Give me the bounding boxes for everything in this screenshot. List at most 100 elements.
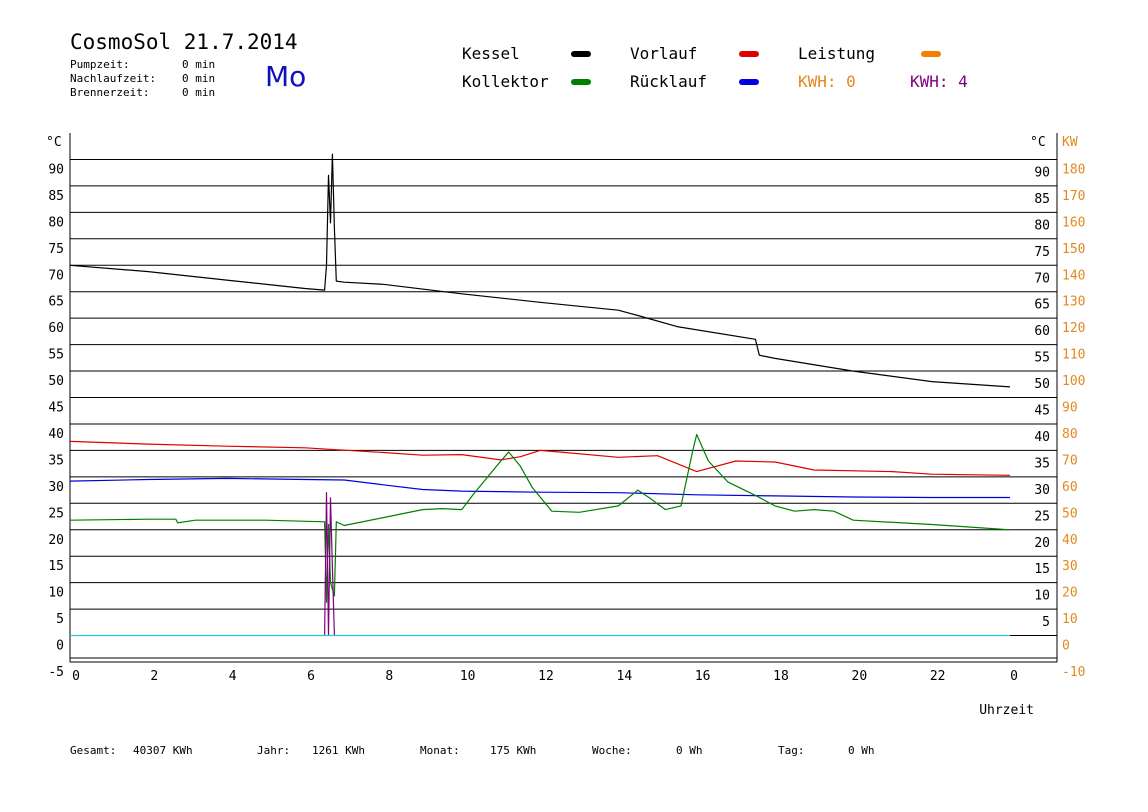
y-tick-left: 80 xyxy=(48,215,64,230)
page-title: CosmoSol 21.7.2014 xyxy=(70,30,298,54)
series-line-kessel xyxy=(69,153,1011,388)
y-tick-right: 70 xyxy=(1034,271,1050,286)
y-tick-power: 140 xyxy=(1062,268,1085,283)
x-tick: 8 xyxy=(385,669,393,684)
y-tick-right: 10 xyxy=(1034,589,1050,604)
y-tick-power: 90 xyxy=(1062,401,1078,416)
footer-woche-label: Woche: xyxy=(592,744,632,757)
footer-monat-label: Monat: xyxy=(420,744,460,757)
y-tick-power: -10 xyxy=(1062,665,1085,680)
x-tick: 22 xyxy=(930,669,946,684)
legend-kwh-total: KWH: 4 xyxy=(910,72,968,91)
x-tick: 2 xyxy=(150,669,158,684)
y-tick-left: 85 xyxy=(48,189,64,204)
y-tick-left: 25 xyxy=(48,506,64,521)
legend-kessel-label: Kessel xyxy=(462,44,520,63)
footer-gesamt-label: Gesamt: xyxy=(70,744,117,757)
legend-kwh-leistung: KWH: 0 xyxy=(798,72,856,91)
series-line-r-cklauf xyxy=(69,477,1010,499)
series-line-kollektor xyxy=(69,433,1011,603)
y-tick-power: 50 xyxy=(1062,506,1078,521)
y-tick-power: 0 xyxy=(1062,639,1070,654)
legend-kollektor-label: Kollektor xyxy=(462,72,549,91)
footer-tag-value: 0 Wh xyxy=(848,744,875,757)
y-tick-power: 160 xyxy=(1062,215,1085,230)
x-tick: 20 xyxy=(852,669,868,684)
info-nachlaufzeit-label: Nachlaufzeit: xyxy=(70,72,157,85)
x-tick: 0 xyxy=(1010,669,1018,684)
x-tick: 12 xyxy=(538,669,554,684)
y-tick-right: 55 xyxy=(1034,351,1050,366)
y-tick-right: 25 xyxy=(1034,509,1050,524)
x-tick: 14 xyxy=(617,669,633,684)
y-tick-right: 50 xyxy=(1034,377,1050,392)
legend-kollektor-swatch xyxy=(571,79,591,85)
legend-vorlauf-label: Vorlauf xyxy=(630,44,698,63)
y-axis-power-unit: KW xyxy=(1062,135,1078,150)
y-tick-power: 80 xyxy=(1062,427,1078,442)
y-tick-left: 20 xyxy=(48,533,64,548)
legend-leistung-label: Leistung xyxy=(798,44,876,63)
y-tick-right: 65 xyxy=(1034,298,1050,313)
legend-ruecklauf-label: Rücklauf xyxy=(630,72,708,91)
y-tick-right: 5 xyxy=(1042,615,1050,630)
y-tick-left: -5 xyxy=(48,665,64,680)
y-tick-right: 40 xyxy=(1034,430,1050,445)
y-tick-left: 55 xyxy=(48,348,64,363)
legend-leistung-swatch xyxy=(921,51,941,57)
y-tick-power: 70 xyxy=(1062,453,1078,468)
info-brennerzeit-label: Brennerzeit: xyxy=(70,86,150,99)
y-tick-left: 15 xyxy=(48,559,64,574)
y-tick-power: 20 xyxy=(1062,586,1078,601)
y-axis-right-unit: °C xyxy=(1030,135,1046,150)
y-tick-power: 30 xyxy=(1062,559,1078,574)
x-tick: 0 xyxy=(72,669,80,684)
y-tick-right: 90 xyxy=(1034,165,1050,180)
y-tick-left: 75 xyxy=(48,242,64,257)
y-tick-right: 60 xyxy=(1034,324,1050,339)
y-tick-power: 130 xyxy=(1062,295,1085,310)
y-tick-right: 15 xyxy=(1034,562,1050,577)
x-axis-label: Uhrzeit xyxy=(979,703,1034,718)
y-tick-power: 60 xyxy=(1062,480,1078,495)
y-tick-left: 60 xyxy=(48,321,64,336)
x-tick: 10 xyxy=(460,669,476,684)
x-tick: 18 xyxy=(773,669,789,684)
y-tick-power: 120 xyxy=(1062,321,1085,336)
footer-jahr-label: Jahr: xyxy=(257,744,291,757)
y-tick-left: 50 xyxy=(48,374,64,389)
y-tick-left: 70 xyxy=(48,268,64,283)
series-line-vorlauf xyxy=(69,440,1011,476)
y-tick-right: 35 xyxy=(1034,456,1050,471)
y-tick-left: 0 xyxy=(56,639,64,654)
info-nachlaufzeit-value: 0 min xyxy=(182,72,216,85)
footer-woche-value: 0 Wh xyxy=(676,744,703,757)
weekday-label: Mo xyxy=(265,60,307,93)
footer-jahr-value: 1261 KWh xyxy=(312,744,365,757)
x-tick: 16 xyxy=(695,669,711,684)
y-tick-right: 30 xyxy=(1034,483,1050,498)
info-pumpzeit-value: 0 min xyxy=(182,58,216,71)
info-brennerzeit-value: 0 min xyxy=(182,86,216,99)
footer-tag-label: Tag: xyxy=(778,744,805,757)
y-tick-left: 40 xyxy=(48,427,64,442)
info-pumpzeit-label: Pumpzeit: xyxy=(70,58,130,71)
y-tick-right: 85 xyxy=(1034,192,1050,207)
y-tick-left: 10 xyxy=(48,586,64,601)
series-line-leistung xyxy=(324,492,335,637)
legend-ruecklauf-swatch xyxy=(739,79,759,85)
legend-kessel-swatch xyxy=(571,51,591,57)
y-tick-left: 45 xyxy=(48,401,64,416)
y-tick-left: 90 xyxy=(48,162,64,177)
y-tick-power: 10 xyxy=(1062,612,1078,627)
y-tick-right: 80 xyxy=(1034,218,1050,233)
y-tick-power: 180 xyxy=(1062,162,1085,177)
footer-gesamt-value: 40307 KWh xyxy=(133,744,193,757)
y-tick-right: 45 xyxy=(1034,404,1050,419)
footer-monat-value: 175 KWh xyxy=(490,744,537,757)
y-tick-power: 170 xyxy=(1062,189,1085,204)
legend-vorlauf-swatch xyxy=(739,51,759,57)
x-tick: 6 xyxy=(307,669,315,684)
y-tick-power: 110 xyxy=(1062,348,1085,363)
